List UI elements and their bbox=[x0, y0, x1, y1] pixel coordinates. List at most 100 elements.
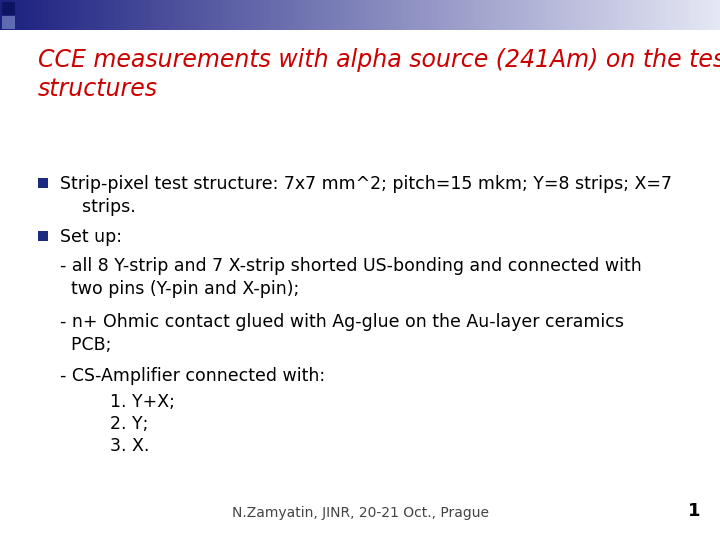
Bar bbox=[384, 0, 387, 30]
Bar bbox=[50, 0, 54, 30]
Bar bbox=[718, 0, 720, 30]
Bar bbox=[382, 0, 385, 30]
Bar bbox=[634, 0, 637, 30]
Bar bbox=[562, 0, 565, 30]
Bar bbox=[444, 0, 447, 30]
Text: - all 8 Y-strip and 7 X-strip shorted US-bonding and connected with
  two pins (: - all 8 Y-strip and 7 X-strip shorted US… bbox=[60, 257, 642, 298]
Bar bbox=[225, 0, 229, 30]
Bar bbox=[504, 0, 508, 30]
Bar bbox=[369, 0, 373, 30]
Bar bbox=[89, 0, 92, 30]
Bar bbox=[624, 0, 627, 30]
Bar bbox=[41, 0, 44, 30]
Bar bbox=[655, 0, 659, 30]
Bar bbox=[276, 0, 279, 30]
Bar bbox=[216, 0, 220, 30]
Bar bbox=[396, 0, 400, 30]
Bar bbox=[259, 0, 263, 30]
Bar bbox=[593, 0, 596, 30]
Bar bbox=[317, 0, 320, 30]
Bar bbox=[358, 0, 361, 30]
Bar bbox=[559, 0, 562, 30]
Bar bbox=[331, 0, 335, 30]
Bar bbox=[446, 0, 450, 30]
Bar bbox=[180, 0, 184, 30]
Bar bbox=[14, 0, 18, 30]
Bar bbox=[547, 0, 551, 30]
Bar bbox=[518, 0, 522, 30]
Bar bbox=[315, 0, 318, 30]
Bar bbox=[567, 0, 570, 30]
Bar bbox=[401, 0, 404, 30]
Bar bbox=[286, 0, 289, 30]
Text: - CS-Amplifier connected with:: - CS-Amplifier connected with: bbox=[60, 367, 325, 385]
Bar bbox=[240, 0, 243, 30]
Bar bbox=[122, 0, 126, 30]
Bar bbox=[617, 0, 620, 30]
Bar bbox=[156, 0, 159, 30]
Bar bbox=[24, 0, 27, 30]
Bar bbox=[230, 0, 234, 30]
Bar bbox=[554, 0, 558, 30]
Bar bbox=[45, 0, 49, 30]
Bar bbox=[389, 0, 392, 30]
Bar bbox=[31, 0, 35, 30]
Bar bbox=[261, 0, 265, 30]
Bar bbox=[166, 0, 169, 30]
Bar bbox=[101, 0, 104, 30]
Bar bbox=[706, 0, 709, 30]
Bar bbox=[538, 0, 541, 30]
Bar bbox=[362, 0, 366, 30]
Bar bbox=[394, 0, 397, 30]
Bar bbox=[194, 0, 198, 30]
Bar bbox=[708, 0, 711, 30]
Bar bbox=[302, 0, 306, 30]
Bar bbox=[34, 0, 37, 30]
Bar bbox=[2, 0, 6, 30]
Bar bbox=[108, 0, 112, 30]
Bar bbox=[77, 0, 80, 30]
Bar bbox=[274, 0, 277, 30]
Bar bbox=[569, 0, 572, 30]
Bar bbox=[295, 0, 299, 30]
Bar bbox=[36, 0, 40, 30]
Bar bbox=[506, 0, 510, 30]
Bar bbox=[665, 0, 668, 30]
Bar bbox=[300, 0, 303, 30]
Bar bbox=[379, 0, 382, 30]
Bar bbox=[353, 0, 356, 30]
Bar bbox=[619, 0, 623, 30]
Bar bbox=[672, 0, 675, 30]
Bar bbox=[600, 0, 603, 30]
Bar bbox=[250, 0, 253, 30]
Bar bbox=[437, 0, 440, 30]
Bar bbox=[281, 0, 284, 30]
Text: 2. Y;: 2. Y; bbox=[110, 415, 148, 433]
Bar bbox=[468, 0, 472, 30]
Bar bbox=[677, 0, 680, 30]
Bar bbox=[58, 0, 61, 30]
Text: 3. X.: 3. X. bbox=[110, 437, 149, 455]
Bar bbox=[629, 0, 632, 30]
Bar bbox=[526, 0, 529, 30]
Bar bbox=[338, 0, 342, 30]
Bar bbox=[202, 0, 205, 30]
Bar bbox=[590, 0, 594, 30]
Bar bbox=[125, 0, 128, 30]
Text: Strip-pixel test structure: 7x7 mm^2; pitch=15 mkm; Y=8 strips; X=7
    strips.: Strip-pixel test structure: 7x7 mm^2; pi… bbox=[60, 175, 672, 216]
Bar bbox=[650, 0, 654, 30]
Text: 1: 1 bbox=[688, 502, 700, 520]
Bar bbox=[451, 0, 454, 30]
Bar bbox=[473, 0, 476, 30]
Bar bbox=[341, 0, 344, 30]
Bar bbox=[511, 0, 515, 30]
Bar bbox=[528, 0, 531, 30]
Bar bbox=[110, 0, 114, 30]
Bar bbox=[557, 0, 560, 30]
Bar bbox=[211, 0, 215, 30]
Bar bbox=[127, 0, 130, 30]
Bar bbox=[365, 0, 368, 30]
Bar bbox=[293, 0, 296, 30]
Bar bbox=[96, 0, 99, 30]
Bar bbox=[60, 0, 63, 30]
